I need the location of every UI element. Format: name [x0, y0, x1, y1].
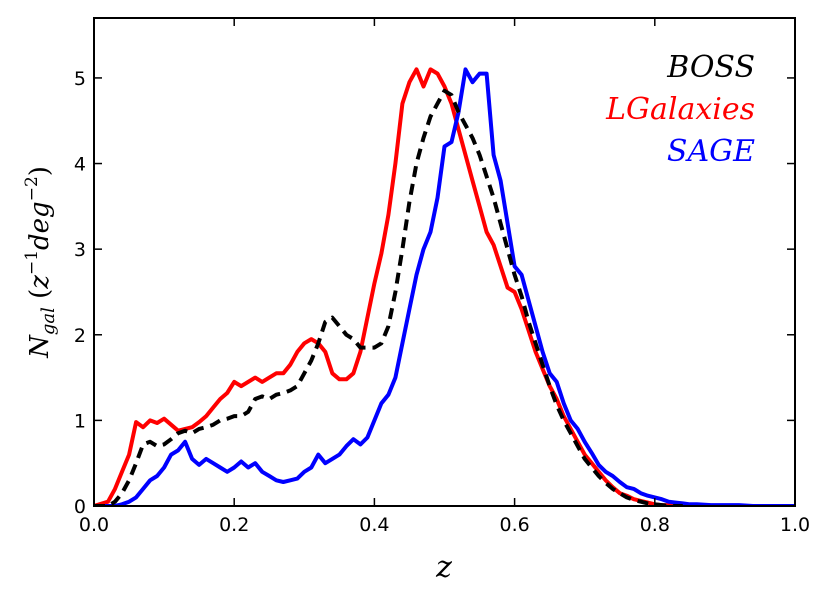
series-line-lgalaxies: [94, 67, 690, 506]
y-tick-label: 5: [74, 68, 86, 90]
x-tick-label: 0.2: [219, 514, 249, 536]
legend: BOSS LGalaxies SAGE: [605, 50, 755, 169]
legend-label-sage: SAGE: [667, 134, 755, 169]
series-line-boss: [94, 88, 683, 506]
y-axis-label-deg: deg: [25, 201, 55, 250]
y-axis-label: Ngal (z−1deg−2): [22, 166, 59, 359]
y-tick-label: 3: [74, 239, 86, 261]
x-tick-label: 0.8: [640, 514, 670, 536]
x-tick-label: 0.0: [79, 514, 109, 536]
y-tick-label: 4: [74, 154, 86, 176]
y-axis-label-main: N: [25, 334, 55, 359]
y-axis-label-zexp: −1: [22, 250, 42, 275]
x-tick-label: 1.0: [780, 514, 810, 536]
y-tick-label: 1: [74, 410, 86, 432]
y-axis-label-open: (: [25, 289, 55, 307]
y-axis-label-close: ): [25, 166, 55, 176]
x-tick-label: 0.6: [499, 514, 529, 536]
x-tick-label: 0.4: [359, 514, 389, 536]
y-axis-label-sub: gal: [38, 307, 59, 335]
y-tick-label: 0: [74, 496, 86, 518]
series-layer: [94, 67, 795, 506]
plot-area-frame: [93, 17, 796, 507]
series-line-sage: [94, 67, 795, 506]
x-axis-label: z: [435, 550, 452, 585]
y-axis-label-z: z: [25, 275, 55, 290]
legend-label-boss: BOSS: [666, 50, 755, 85]
legend-label-lgalaxies: LGalaxies: [605, 92, 755, 127]
y-axis-label-degexp: −2: [22, 176, 42, 201]
y-tick-label: 2: [74, 325, 86, 347]
